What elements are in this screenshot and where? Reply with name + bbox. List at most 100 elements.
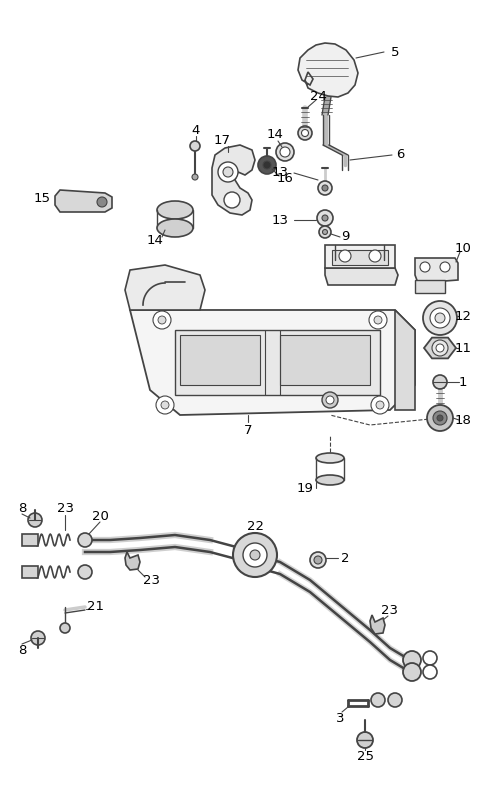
Circle shape [233,533,277,577]
Bar [22,566,38,578]
Circle shape [388,693,402,707]
Ellipse shape [316,475,344,485]
Circle shape [376,401,384,409]
Polygon shape [130,310,415,415]
Circle shape [433,411,447,425]
Circle shape [322,185,328,191]
Polygon shape [325,245,395,268]
Circle shape [322,215,328,221]
Circle shape [319,226,331,238]
Text: 24: 24 [310,90,326,102]
Ellipse shape [157,201,193,219]
Circle shape [263,161,271,169]
Circle shape [369,250,381,262]
Ellipse shape [157,219,193,237]
Circle shape [436,344,444,352]
Circle shape [301,129,309,137]
Text: 12: 12 [455,310,471,322]
Circle shape [423,301,457,335]
Circle shape [218,162,238,182]
Polygon shape [125,552,140,570]
Text: 25: 25 [357,750,373,762]
Bar [22,534,38,546]
Text: 14: 14 [266,129,283,141]
Text: 22: 22 [247,521,264,534]
Circle shape [357,732,373,748]
Text: 8: 8 [18,643,26,657]
Bar [280,335,370,385]
Text: 18: 18 [455,414,471,426]
Polygon shape [55,190,112,212]
Circle shape [433,375,447,389]
Bar [180,335,260,385]
Text: 14: 14 [146,233,163,246]
Polygon shape [415,258,458,283]
Circle shape [432,340,448,356]
Polygon shape [415,280,445,293]
Circle shape [403,663,421,681]
Circle shape [318,181,332,195]
Circle shape [31,631,45,645]
Circle shape [369,311,387,329]
Circle shape [322,392,338,408]
Text: 3: 3 [336,711,344,724]
Circle shape [371,693,385,707]
Polygon shape [424,337,456,358]
Text: 5: 5 [391,45,399,59]
Circle shape [326,396,334,404]
Circle shape [60,623,70,633]
Circle shape [190,141,200,151]
Circle shape [430,308,450,328]
Polygon shape [370,615,385,634]
Polygon shape [332,250,388,265]
Circle shape [78,533,92,547]
Circle shape [250,550,260,560]
Text: 16: 16 [276,172,293,184]
Text: 6: 6 [396,148,404,161]
Circle shape [280,147,290,157]
Text: 21: 21 [86,599,104,612]
Circle shape [420,262,430,272]
Circle shape [78,565,92,579]
Circle shape [437,415,443,421]
Circle shape [156,396,174,414]
Text: 11: 11 [455,341,471,354]
Circle shape [161,401,169,409]
Circle shape [258,156,276,174]
Polygon shape [325,268,398,285]
Circle shape [403,651,421,669]
Circle shape [374,316,382,324]
Circle shape [97,197,107,207]
Circle shape [371,396,389,414]
Text: 7: 7 [244,423,252,437]
Text: 13: 13 [272,167,288,179]
Circle shape [317,210,333,226]
Circle shape [323,229,327,234]
Circle shape [223,167,233,177]
Text: 20: 20 [92,510,108,522]
Text: 8: 8 [18,502,26,515]
Circle shape [158,316,166,324]
Text: 19: 19 [297,481,313,495]
Text: 23: 23 [57,502,73,515]
Ellipse shape [316,453,344,463]
Circle shape [339,250,351,262]
Circle shape [423,651,437,665]
Circle shape [224,192,240,208]
Polygon shape [298,43,358,97]
Polygon shape [175,330,380,395]
Polygon shape [395,310,415,410]
Text: 4: 4 [192,124,200,137]
Text: 23: 23 [144,573,160,587]
Text: 2: 2 [341,552,349,565]
Circle shape [153,311,171,329]
Circle shape [440,262,450,272]
Circle shape [28,513,42,527]
Circle shape [423,665,437,679]
Circle shape [427,405,453,431]
Polygon shape [212,145,255,215]
Polygon shape [125,265,205,310]
Text: 13: 13 [272,214,288,226]
Circle shape [243,543,267,567]
Circle shape [298,126,312,140]
